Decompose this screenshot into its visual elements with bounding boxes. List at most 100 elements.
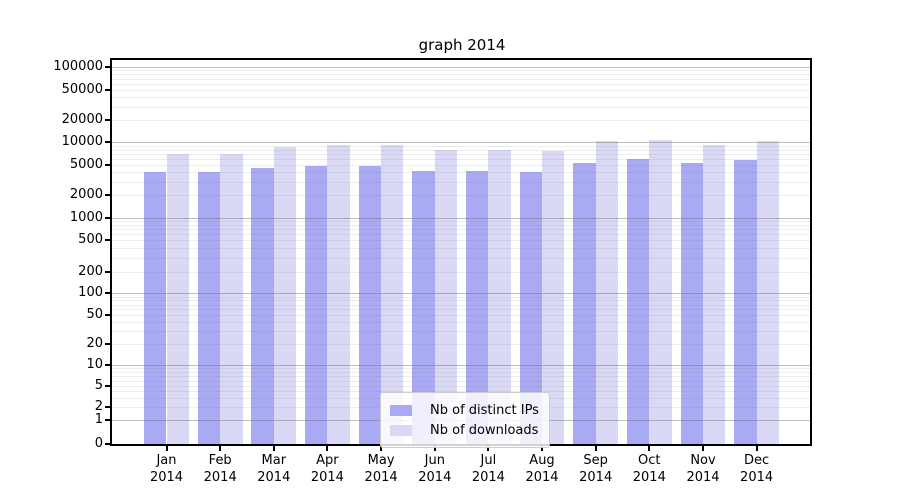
legend-item-distinct-ips: Nb of distinct IPs <box>388 400 539 420</box>
y-tick-label: 2000 <box>69 187 103 202</box>
y-tick-mark <box>105 239 110 241</box>
bar-downloads-jul <box>488 149 511 444</box>
y-tick-mark <box>105 385 110 387</box>
x-tick-label: Jan 2014 <box>149 453 184 485</box>
y-tick-label: 2 <box>94 399 103 414</box>
y-tick-label: 50 <box>86 307 103 322</box>
y-tick-mark <box>105 419 110 421</box>
bar-distinct-ips-mar <box>251 167 274 444</box>
legend-label-downloads: Nb of downloads <box>430 422 539 438</box>
x-tick-mark <box>272 446 275 451</box>
gridline-minor <box>112 90 810 91</box>
y-tick-mark <box>105 164 110 166</box>
bar-downloads-jun <box>434 150 458 444</box>
y-tick-label: 20 <box>86 336 103 351</box>
x-tick-label: Jul 2014 <box>471 453 505 485</box>
plot-area <box>110 58 812 446</box>
bar-distinct-ips-may <box>358 165 382 444</box>
y-tick-mark <box>105 65 110 68</box>
y-tick-label: 200 <box>78 264 103 280</box>
bar-distinct-ips-jul <box>466 170 489 444</box>
bar-downloads-mar <box>273 147 297 444</box>
x-tick-mark <box>702 446 704 451</box>
bar-distinct-ips-jun <box>412 170 435 444</box>
gridline-minor <box>112 74 810 76</box>
bar-downloads-dec <box>756 141 779 444</box>
bar-downloads-aug <box>542 150 565 444</box>
chart-title: graph 2014 <box>418 36 506 54</box>
gridline-major <box>112 66 810 68</box>
x-tick-mark <box>165 446 168 451</box>
x-tick-mark <box>433 446 436 451</box>
x-tick-mark <box>594 446 597 451</box>
bar-distinct-ips-aug <box>519 172 543 444</box>
y-tick-mark <box>105 141 110 144</box>
y-tick-mark <box>105 119 110 121</box>
bar-downloads-oct <box>649 139 672 444</box>
bar-distinct-ips-oct <box>626 158 650 444</box>
gridline-minor <box>112 70 810 72</box>
y-tick-mark <box>105 364 110 366</box>
x-tick-label: Sep 2014 <box>579 453 613 485</box>
y-tick-mark <box>105 343 110 345</box>
x-tick-label: Aug 2014 <box>525 453 559 485</box>
y-tick-label: 5000 <box>69 157 103 172</box>
x-tick-label: Oct 2014 <box>632 453 666 485</box>
y-tick-mark <box>105 216 110 219</box>
x-tick-mark <box>541 446 543 451</box>
y-tick-mark <box>105 443 110 445</box>
y-tick-label: 100 <box>78 285 103 301</box>
x-tick-label: Jun 2014 <box>418 453 452 485</box>
legend-swatch-distinct-ips <box>390 404 412 416</box>
x-tick-mark <box>648 446 651 451</box>
x-tick-mark <box>487 446 490 451</box>
y-tick-mark <box>105 89 110 91</box>
y-tick-mark <box>105 406 110 408</box>
bar-downloads-sep <box>595 141 619 444</box>
bar-distinct-ips-feb <box>197 172 221 444</box>
gridline-minor <box>112 78 810 80</box>
y-tick-label: 20000 <box>61 112 103 127</box>
gridline-minor <box>112 120 810 121</box>
bar-distinct-ips-apr <box>305 166 328 444</box>
bar-downloads-jan <box>166 154 189 444</box>
x-tick-label: Dec 2014 <box>740 453 774 485</box>
y-tick-label: 50000 <box>61 82 103 97</box>
legend-item-downloads: Nb of downloads <box>388 420 539 440</box>
x-tick-mark <box>219 446 222 451</box>
legend-label-distinct-ips: Nb of distinct IPs <box>430 402 539 418</box>
y-tick-label: 500 <box>78 232 103 247</box>
bar-distinct-ips-sep <box>573 162 596 444</box>
bar-distinct-ips-nov <box>680 162 703 444</box>
y-tick-label: 10000 <box>61 134 103 150</box>
y-tick-label: 1000 <box>69 209 103 225</box>
y-tick-label: 0 <box>94 436 103 451</box>
x-tick-mark <box>755 446 758 451</box>
y-tick-label: 1 <box>94 412 103 427</box>
x-tick-label: May 2014 <box>364 453 398 485</box>
bar-downloads-may <box>381 145 404 444</box>
x-tick-label: Feb 2014 <box>203 453 237 485</box>
gridline-minor <box>112 83 810 85</box>
x-tick-mark <box>326 446 329 451</box>
legend-swatch-downloads <box>390 424 412 436</box>
x-tick-label: Nov 2014 <box>686 453 720 485</box>
bar-distinct-ips-dec <box>734 160 757 444</box>
gridline-minor <box>112 106 810 108</box>
x-tick-mark <box>380 446 383 451</box>
x-tick-label: Mar 2014 <box>257 453 291 485</box>
y-tick-mark <box>105 292 110 295</box>
y-tick-mark <box>105 271 110 274</box>
y-tick-mark <box>105 314 110 316</box>
bar-downloads-feb <box>220 153 243 444</box>
y-tick-mark <box>105 194 110 196</box>
legend: Nb of distinct IPs Nb of downloads <box>380 392 550 448</box>
bar-downloads-apr <box>327 145 350 444</box>
y-tick-label: 10 <box>86 357 103 372</box>
y-tick-label: 5 <box>94 378 103 393</box>
gridline-minor <box>112 97 810 99</box>
y-tick-label: 100000 <box>53 58 103 74</box>
bar-downloads-nov <box>703 144 726 444</box>
bar-distinct-ips-jan <box>144 171 167 444</box>
